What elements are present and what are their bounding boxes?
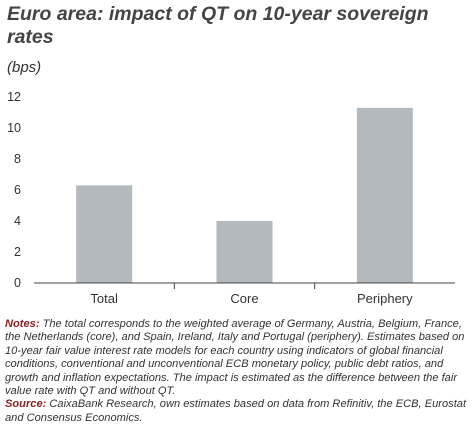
notes-label: Notes: <box>5 318 40 330</box>
notes-block: Notes: The total corresponds to the weig… <box>5 318 471 425</box>
y-tick-label: 4 <box>14 214 21 228</box>
category-label: Periphery <box>357 291 413 306</box>
category-label: Total <box>90 291 118 306</box>
y-tick-label: 8 <box>14 152 21 166</box>
y-tick-label: 6 <box>14 183 21 197</box>
bar-periphery <box>356 107 413 283</box>
unit-label: (bps) <box>7 59 42 76</box>
bar-total <box>76 185 133 283</box>
y-tick-label: 2 <box>14 245 21 259</box>
category-label: Core <box>230 291 258 306</box>
source-label: Source: <box>5 398 47 411</box>
notes-text: The total corresponds to the weighted av… <box>5 318 465 398</box>
source-text: CaixaBank Research, own estimates based … <box>5 398 467 424</box>
bar-chart: 0 2 4 6 8 10 12 Total Core Periphery <box>7 90 455 306</box>
bar-core <box>216 221 273 283</box>
y-tick-label: 0 <box>14 276 21 290</box>
y-tick-label: 10 <box>7 121 21 135</box>
chart-title: Euro area: impact of QT on 10-year sover… <box>7 3 429 48</box>
y-tick-label: 12 <box>7 90 21 104</box>
